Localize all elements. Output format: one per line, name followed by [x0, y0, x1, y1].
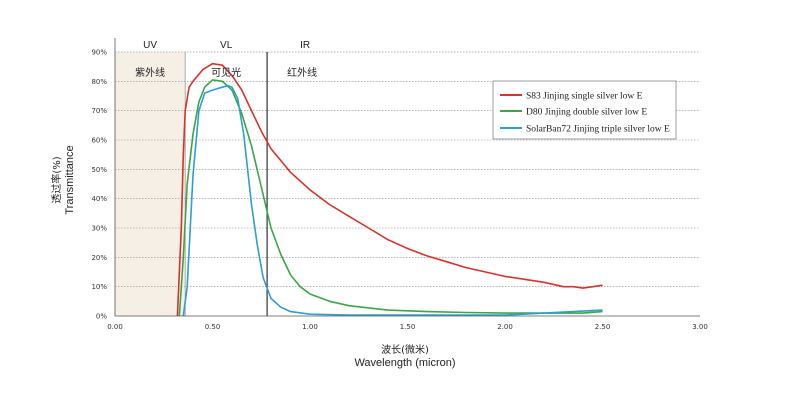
y-axis-label: Transmittance — [64, 145, 76, 214]
x-axis-label: Wavelength (micron) — [354, 357, 455, 369]
y-tick-label: 30% — [91, 225, 107, 233]
series-line-1 — [178, 79, 603, 317]
y-tick-label: 90% — [91, 49, 107, 57]
legend-label-solarban72: SolarBan72 Jinjing triple silver low E — [526, 125, 670, 135]
y-tick-label: 80% — [91, 78, 107, 86]
x-tick-label: 1.00 — [302, 323, 318, 331]
region-label-uv: UV — [143, 40, 157, 51]
region-separators — [184, 52, 268, 316]
y-tick-label: 20% — [91, 254, 107, 262]
y-tick-label: 40% — [91, 195, 107, 203]
legend-label-d80: D80 Jinjing double silver low E — [526, 108, 647, 118]
region-labels: UV 紫外线 VL 可见光 IR 红外线 — [135, 40, 317, 79]
series-line-2 — [182, 84, 603, 317]
tick-labels: 0.00 0.50 1.00 1.50 2.00 2.50 3.00 0% 10% 20% 30% 4… — [91, 49, 707, 332]
y-tick-label: 60% — [91, 137, 107, 145]
legend-label-s83: S83 Jinjing single silver low E — [526, 92, 643, 102]
x-tick-label: 2.50 — [595, 323, 611, 331]
legend-box — [492, 80, 677, 140]
y-tick-label: 0% — [96, 313, 107, 321]
region-label-cn-vl: 可见光 — [211, 66, 241, 79]
x-tick-label: 3.00 — [692, 323, 708, 331]
region-bg-uv — [115, 52, 186, 316]
y-tick-label: 50% — [91, 166, 107, 174]
x-tick-label: 2.00 — [497, 323, 513, 331]
axes — [114, 38, 700, 317]
region-label-cn-uv: 紫外线 — [135, 66, 165, 79]
y-axis-label-cn: 透过率(%) — [50, 156, 63, 203]
series-line-0 — [176, 62, 603, 317]
x-tick-label: 0.50 — [205, 323, 221, 331]
region-label-vl: VL — [220, 40, 233, 51]
y-tick-label: 10% — [91, 283, 107, 291]
x-tick-label: 0.00 — [107, 323, 123, 331]
region-bg-vl — [185, 52, 268, 316]
y-tick-label: 70% — [91, 107, 107, 115]
series-lines — [176, 62, 603, 317]
x-axis-label-cn: 波长(微米) — [381, 343, 429, 356]
region-label-cn-ir: 红外线 — [287, 66, 317, 79]
legend: S83 Jinjing single silver low E D80 Jinj… — [492, 80, 677, 140]
x-tick-label: 1.50 — [400, 323, 416, 331]
region-label-ir: IR — [300, 40, 310, 51]
